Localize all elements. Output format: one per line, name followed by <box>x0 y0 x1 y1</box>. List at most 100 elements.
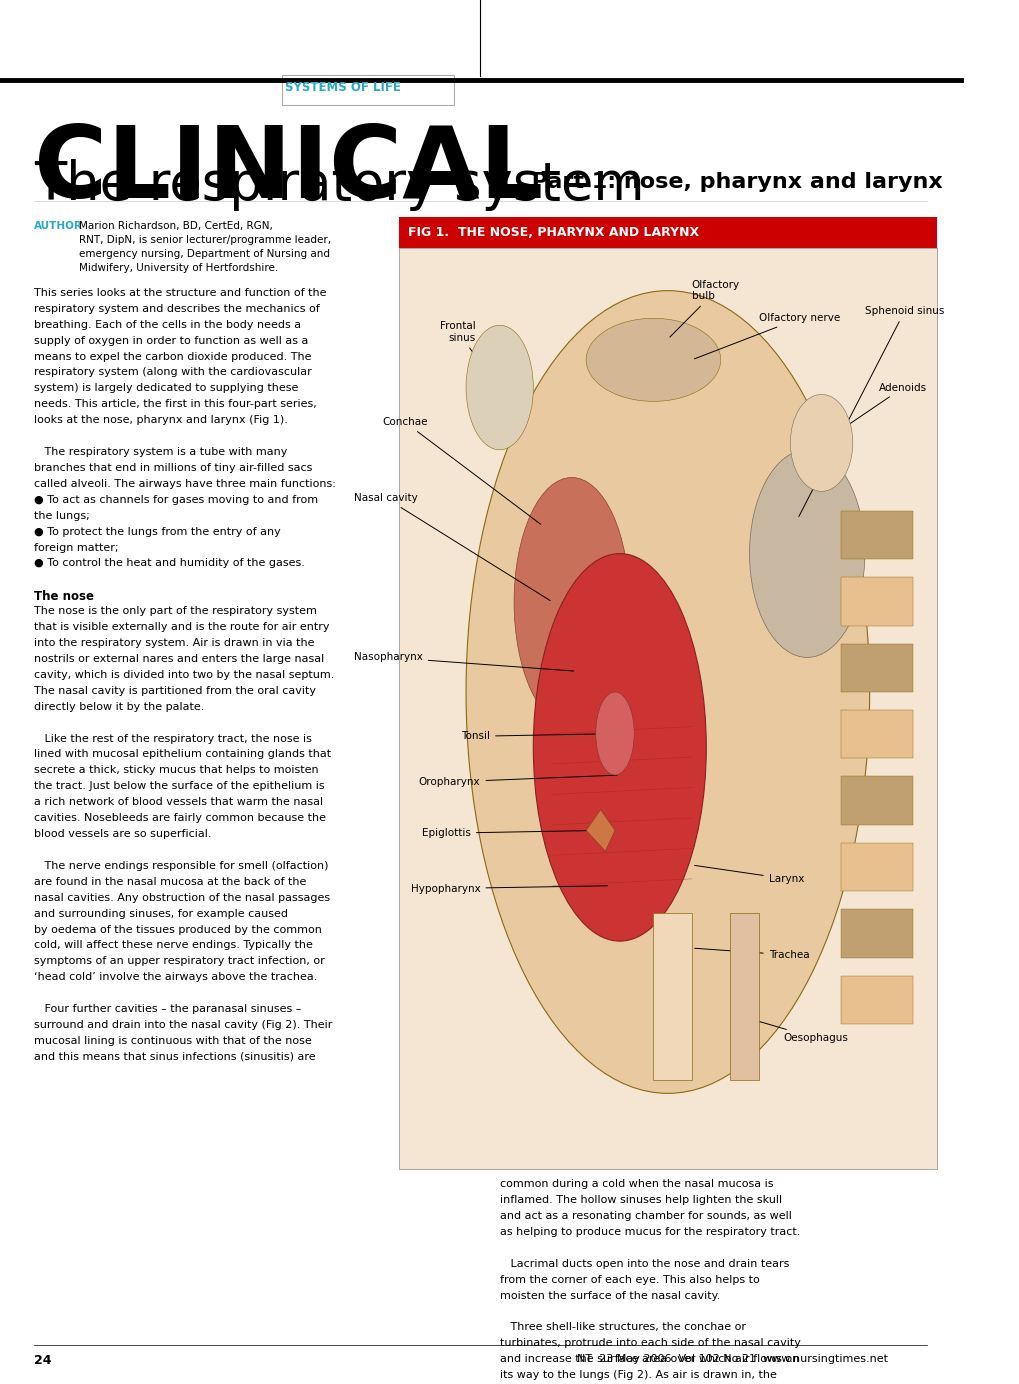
Text: breathing. Each of the cells in the body needs a: breathing. Each of the cells in the body… <box>34 320 301 329</box>
Text: secrete a thick, sticky mucus that helps to moisten: secrete a thick, sticky mucus that helps… <box>34 765 318 775</box>
Text: that is visible externally and is the route for air entry: that is visible externally and is the ro… <box>34 621 329 632</box>
Text: Lacrimal ducts open into the nose and drain tears: Lacrimal ducts open into the nose and dr… <box>499 1259 789 1269</box>
Text: Four further cavities – the paranasal sinuses –: Four further cavities – the paranasal si… <box>34 1003 301 1014</box>
Ellipse shape <box>595 692 634 775</box>
Text: The nerve endings responsible for smell (olfaction): The nerve endings responsible for smell … <box>34 861 328 871</box>
Text: Part 1: nose, pharynx and larynx: Part 1: nose, pharynx and larynx <box>523 173 942 192</box>
Bar <box>840 843 912 891</box>
Text: Epiglottis: Epiglottis <box>422 828 597 839</box>
Text: respiratory system (along with the cardiovascular: respiratory system (along with the cardi… <box>34 367 311 378</box>
Text: ‘head cold’ involve the airways above the trachea.: ‘head cold’ involve the airways above th… <box>34 972 317 983</box>
Polygon shape <box>586 810 614 851</box>
Text: ● To act as channels for gases moving to and from: ● To act as channels for gases moving to… <box>34 494 318 505</box>
Text: The nose: The nose <box>34 590 94 603</box>
Bar <box>840 710 912 758</box>
Text: Frontal
sinus: Frontal sinus <box>439 321 502 392</box>
Text: mucosal lining is continuous with that of the nose: mucosal lining is continuous with that o… <box>34 1035 311 1046</box>
Text: means to expel the carbon dioxide produced. The: means to expel the carbon dioxide produc… <box>34 352 311 361</box>
Text: Olfactory
bulb: Olfactory bulb <box>669 280 739 338</box>
Text: Hypopharynx: Hypopharynx <box>411 883 607 894</box>
Text: and surrounding sinuses, for example caused: and surrounding sinuses, for example cau… <box>34 908 287 919</box>
Bar <box>653 913 691 1080</box>
Text: directly below it by the palate.: directly below it by the palate. <box>34 702 204 711</box>
Text: Trachea: Trachea <box>694 948 808 960</box>
Text: Conchae: Conchae <box>382 417 540 525</box>
Text: and act as a resonating chamber for sounds, as well: and act as a resonating chamber for soun… <box>499 1211 791 1221</box>
Text: and increase the surface area over which air flows on: and increase the surface area over which… <box>499 1354 798 1365</box>
Ellipse shape <box>466 325 533 450</box>
Text: AUTHOR: AUTHOR <box>34 221 83 231</box>
Text: nasal cavities. Any obstruction of the nasal passages: nasal cavities. Any obstruction of the n… <box>34 893 329 902</box>
Text: and this means that sinus infections (sinusitis) are: and this means that sinus infections (si… <box>34 1052 315 1062</box>
Text: from the corner of each eye. This also helps to: from the corner of each eye. This also h… <box>499 1275 759 1284</box>
Text: the lungs;: the lungs; <box>34 511 90 520</box>
Text: respiratory system and describes the mechanics of: respiratory system and describes the mec… <box>34 303 319 314</box>
Text: 24: 24 <box>34 1354 51 1366</box>
Text: Nasopharynx: Nasopharynx <box>354 652 574 671</box>
Text: moisten the surface of the nasal cavity.: moisten the surface of the nasal cavity. <box>499 1290 719 1301</box>
Ellipse shape <box>533 554 705 941</box>
Text: Like the rest of the respiratory tract, the nose is: Like the rest of the respiratory tract, … <box>34 734 311 743</box>
Text: cavity, which is divided into two by the nasal septum.: cavity, which is divided into two by the… <box>34 670 333 680</box>
Bar <box>840 776 912 825</box>
Text: Marion Richardson, BD, CertEd, RGN,
RNT, DipN, is senior lecturer/programme lead: Marion Richardson, BD, CertEd, RGN, RNT,… <box>78 221 330 274</box>
Text: as helping to produce mucus for the respiratory tract.: as helping to produce mucus for the resp… <box>499 1228 799 1237</box>
Text: SYSTEMS OF LIFE: SYSTEMS OF LIFE <box>285 80 400 94</box>
Text: Tonsil: Tonsil <box>461 731 616 742</box>
Text: a rich network of blood vessels that warm the nasal: a rich network of blood vessels that war… <box>34 797 322 807</box>
Text: FIG 1.  THE NOSE, PHARYNX AND LARYNX: FIG 1. THE NOSE, PHARYNX AND LARYNX <box>408 226 699 239</box>
Text: into the respiratory system. Air is drawn in via the: into the respiratory system. Air is draw… <box>34 638 314 648</box>
Bar <box>840 577 912 626</box>
Text: turbinates, protrude into each side of the nasal cavity: turbinates, protrude into each side of t… <box>499 1338 800 1348</box>
Text: called alveoli. The airways have three main functions:: called alveoli. The airways have three m… <box>34 479 335 489</box>
Bar <box>398 217 936 248</box>
Ellipse shape <box>514 477 629 727</box>
Text: foreign matter;: foreign matter; <box>34 543 118 552</box>
Text: branches that end in millions of tiny air-filled sacs: branches that end in millions of tiny ai… <box>34 462 312 473</box>
Text: ● To protect the lungs from the entry of any: ● To protect the lungs from the entry of… <box>34 526 280 537</box>
Text: needs. This article, the first in this four-part series,: needs. This article, the first in this f… <box>34 399 316 410</box>
Text: Olfactory nerve: Olfactory nerve <box>694 313 840 358</box>
Bar <box>840 511 912 559</box>
Text: by oedema of the tissues produced by the common: by oedema of the tissues produced by the… <box>34 925 321 934</box>
Text: its way to the lungs (Fig 2). As air is drawn in, the: its way to the lungs (Fig 2). As air is … <box>499 1370 775 1380</box>
Bar <box>840 644 912 692</box>
Ellipse shape <box>749 450 864 657</box>
Ellipse shape <box>466 291 869 1093</box>
Text: CLINICAL: CLINICAL <box>34 122 542 219</box>
Text: blood vessels are so superficial.: blood vessels are so superficial. <box>34 829 211 839</box>
Text: ● To control the heat and humidity of the gases.: ● To control the heat and humidity of th… <box>34 558 305 569</box>
Text: symptoms of an upper respiratory tract infection, or: symptoms of an upper respiratory tract i… <box>34 956 324 966</box>
Text: The nose is the only part of the respiratory system: The nose is the only part of the respira… <box>34 606 316 616</box>
Text: are found in the nasal mucosa at the back of the: are found in the nasal mucosa at the bac… <box>34 876 306 887</box>
Text: common during a cold when the nasal mucosa is: common during a cold when the nasal muco… <box>499 1179 772 1189</box>
Text: Oesophagus: Oesophagus <box>747 1019 847 1044</box>
Bar <box>840 909 912 958</box>
Text: cavities. Nosebleeds are fairly common because the: cavities. Nosebleeds are fairly common b… <box>34 812 325 823</box>
Text: system) is largely dedicated to supplying these: system) is largely dedicated to supplyin… <box>34 383 298 393</box>
Text: Larynx: Larynx <box>694 865 803 884</box>
Text: Adenoids: Adenoids <box>823 382 926 441</box>
Text: The nasal cavity is partitioned from the oral cavity: The nasal cavity is partitioned from the… <box>34 685 315 696</box>
Text: The respiratory system: The respiratory system <box>34 159 644 212</box>
Bar <box>398 248 936 1169</box>
Ellipse shape <box>586 318 720 401</box>
FancyBboxPatch shape <box>281 75 453 105</box>
Text: looks at the nose, pharynx and larynx (Fig 1).: looks at the nose, pharynx and larynx (F… <box>34 415 287 425</box>
Text: supply of oxygen in order to function as well as a: supply of oxygen in order to function as… <box>34 335 308 346</box>
Text: Oropharynx: Oropharynx <box>419 775 616 787</box>
Text: lined with mucosal epithelium containing glands that: lined with mucosal epithelium containing… <box>34 749 330 760</box>
Text: surround and drain into the nasal cavity (Fig 2). Their: surround and drain into the nasal cavity… <box>34 1020 331 1030</box>
Text: cold, will affect these nerve endings. Typically the: cold, will affect these nerve endings. T… <box>34 940 312 951</box>
Bar <box>840 976 912 1024</box>
Text: nostrils or external nares and enters the large nasal: nostrils or external nares and enters th… <box>34 653 324 664</box>
Text: the tract. Just below the surface of the epithelium is: the tract. Just below the surface of the… <box>34 781 324 792</box>
Text: The respiratory system is a tube with many: The respiratory system is a tube with ma… <box>34 447 286 457</box>
Text: This series looks at the structure and function of the: This series looks at the structure and f… <box>34 288 326 298</box>
Text: Nasal cavity: Nasal cavity <box>354 493 549 601</box>
Text: inflamed. The hollow sinuses help lighten the skull: inflamed. The hollow sinuses help lighte… <box>499 1196 781 1205</box>
Text: Sphenoid sinus: Sphenoid sinus <box>798 306 944 516</box>
Text: Three shell-like structures, the conchae or: Three shell-like structures, the conchae… <box>499 1323 745 1333</box>
Ellipse shape <box>790 394 852 491</box>
Bar <box>730 913 758 1080</box>
